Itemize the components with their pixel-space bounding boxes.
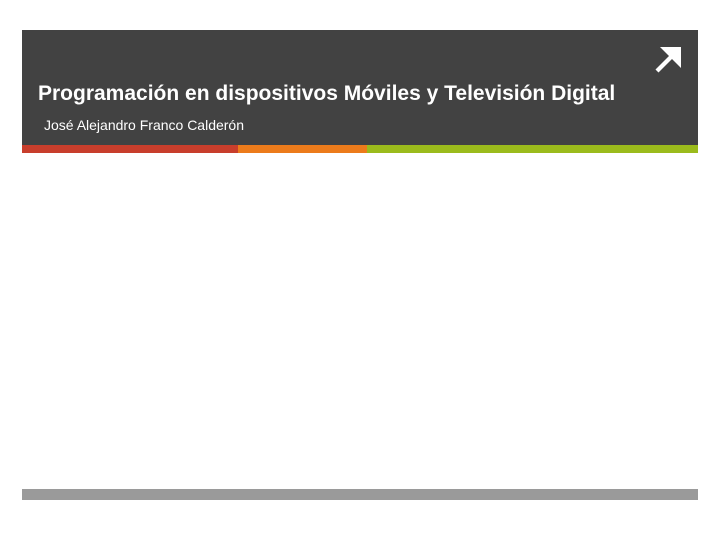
slide-container: Programación en dispositivos Móviles y T… [22,30,698,500]
accent-segment-2 [238,145,366,153]
slide-subtitle: José Alejandro Franco Calderón [38,117,682,133]
accent-bar [22,145,698,153]
footer-bar [22,489,698,500]
accent-segment-1 [22,145,238,153]
slide-title: Programación en dispositivos Móviles y T… [38,80,682,107]
title-header: Programación en dispositivos Móviles y T… [22,30,698,145]
accent-segment-3 [367,145,698,153]
arrow-up-right-icon [654,44,684,74]
